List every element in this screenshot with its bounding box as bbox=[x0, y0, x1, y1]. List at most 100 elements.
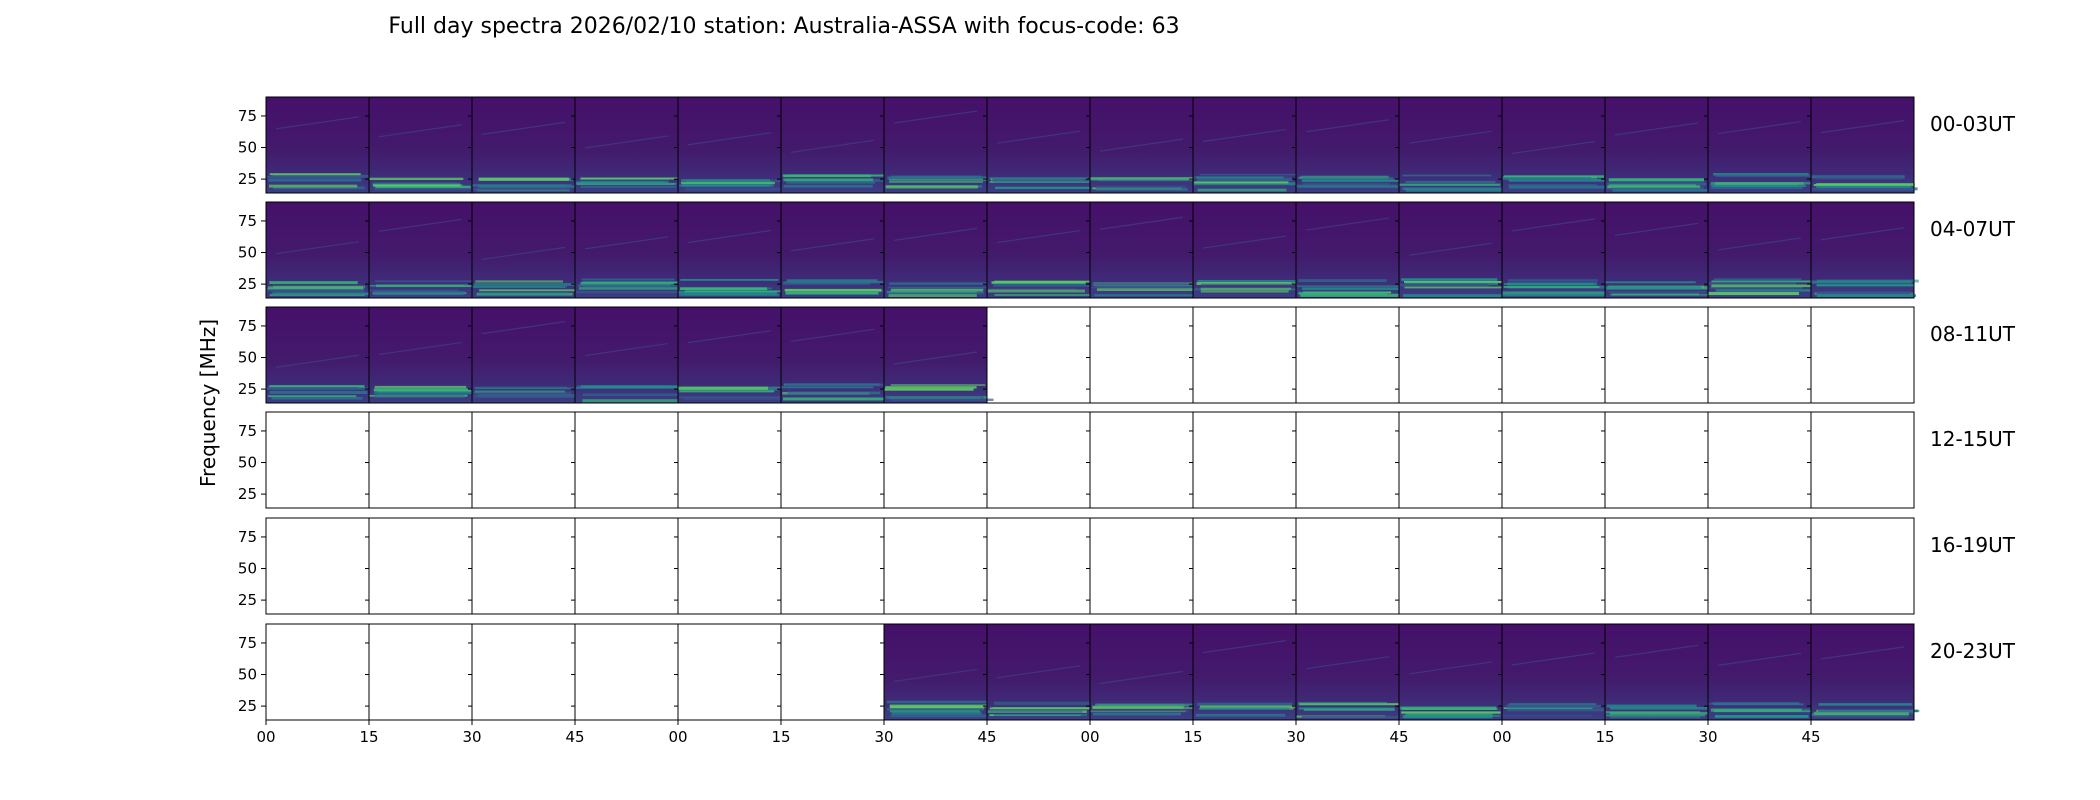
spectrum-band bbox=[1712, 184, 1806, 188]
row-label: 20-23UT bbox=[1930, 639, 2016, 663]
spectrum-cell bbox=[1399, 97, 1502, 193]
spectrum-band bbox=[1197, 188, 1287, 192]
spectrum-band bbox=[576, 181, 665, 184]
spectrum-band bbox=[1302, 182, 1391, 185]
spectrum-cell-frame bbox=[677, 623, 782, 721]
row-label: 12-15UT bbox=[1930, 427, 2016, 451]
spectrum-band bbox=[994, 280, 1091, 283]
spectrum-band bbox=[1710, 182, 1811, 185]
spectrum-band bbox=[1507, 708, 1604, 712]
spectrum-cell-frame bbox=[1604, 411, 1709, 509]
row-label: 16-19UT bbox=[1930, 533, 2016, 557]
spectrum-cell-frame bbox=[1089, 517, 1194, 615]
spectrum-band bbox=[373, 388, 472, 392]
spectrum-cell-frame bbox=[986, 411, 1091, 509]
spectrum-band bbox=[1814, 711, 1909, 716]
spectrum-band bbox=[1092, 705, 1184, 709]
spectrum-streak bbox=[687, 132, 772, 146]
spectrum-band bbox=[1402, 715, 1493, 718]
spectrum-band bbox=[1708, 282, 1796, 285]
x-tick-label: 00 bbox=[256, 728, 275, 746]
x-tick-label: 15 bbox=[1183, 728, 1202, 746]
spectrum-streak bbox=[893, 227, 978, 241]
spectrum-band bbox=[886, 290, 977, 294]
spectrum-band bbox=[1400, 706, 1497, 710]
spectrum-band bbox=[684, 290, 788, 293]
spectrum-cell bbox=[575, 97, 678, 193]
spectrum-cell-frame bbox=[368, 623, 473, 721]
spectrum-cell bbox=[781, 307, 884, 403]
spectrum-streak bbox=[790, 139, 875, 153]
spectrum-band bbox=[1508, 703, 1597, 705]
spectrum-band bbox=[1298, 702, 1388, 706]
spectrum-band bbox=[1403, 294, 1503, 298]
y-tick-label: 25 bbox=[238, 380, 257, 398]
spectrum-band bbox=[1405, 180, 1496, 184]
spectrum-band bbox=[1299, 185, 1400, 188]
spectrum-band bbox=[1713, 278, 1802, 282]
spectrum-band bbox=[786, 279, 878, 283]
x-tick-label: 15 bbox=[771, 728, 790, 746]
spectrum-cell-frame bbox=[883, 411, 988, 509]
y-tick-label: 75 bbox=[238, 528, 257, 546]
spectrum-band bbox=[678, 291, 778, 294]
spectrum-band bbox=[888, 286, 990, 289]
spectrum-band bbox=[1815, 176, 1903, 180]
spectrum-band bbox=[679, 184, 770, 187]
spectrum-streak bbox=[1408, 242, 1493, 256]
spectrum-band bbox=[1094, 294, 1196, 297]
spectrum-streak bbox=[1202, 235, 1287, 249]
spectrum-band bbox=[473, 187, 570, 191]
spectrum-band bbox=[1195, 176, 1284, 179]
spectrum-band bbox=[271, 397, 363, 400]
y-tick-label: 25 bbox=[238, 697, 257, 715]
spectrum-band bbox=[784, 384, 886, 387]
spectrum-cell bbox=[1399, 624, 1502, 720]
spectrum-cell-frame bbox=[1192, 306, 1297, 404]
spectrum-cell bbox=[1605, 624, 1708, 720]
spectrum-streak bbox=[1511, 218, 1596, 232]
spectrum-band bbox=[1811, 187, 1913, 191]
x-tick-label: 45 bbox=[1801, 728, 1820, 746]
x-tick-label: 30 bbox=[462, 728, 481, 746]
spectrum-band bbox=[1095, 185, 1186, 189]
spectrum-band bbox=[473, 283, 576, 286]
spectrum-band bbox=[268, 286, 364, 289]
spectrum-cell-frame bbox=[1707, 306, 1812, 404]
spectrum-band bbox=[1608, 184, 1697, 188]
x-tick-label: 30 bbox=[1286, 728, 1305, 746]
spectrum-band bbox=[578, 287, 682, 290]
spectrum-cell-frame bbox=[1810, 411, 1915, 509]
spectrum-band bbox=[785, 291, 879, 295]
spectrum-streak bbox=[275, 241, 360, 255]
spectrum-band bbox=[1196, 702, 1293, 706]
spectrum-streak bbox=[1717, 237, 1802, 251]
spectrum-band bbox=[783, 184, 873, 188]
spectrum-streak bbox=[1305, 217, 1390, 231]
spectrum-band bbox=[890, 288, 984, 292]
spectrum-band bbox=[369, 284, 465, 287]
spectrum-band bbox=[889, 709, 980, 713]
spectrum-band bbox=[891, 711, 982, 715]
spectrum-streak bbox=[1511, 140, 1596, 155]
spectrum-band bbox=[987, 289, 1085, 293]
spectrum-band bbox=[1401, 187, 1498, 190]
spectrum-streak bbox=[1820, 227, 1905, 241]
x-tick-label: 45 bbox=[1389, 728, 1408, 746]
spectrum-band bbox=[993, 701, 1097, 705]
x-tick-label: 00 bbox=[1492, 728, 1511, 746]
spectrum-band bbox=[1399, 183, 1501, 186]
spectrum-streak bbox=[687, 330, 772, 344]
spectrum-band bbox=[1609, 712, 1712, 715]
spectrum-streak bbox=[1202, 128, 1287, 143]
spectrum-band bbox=[1504, 283, 1594, 286]
spectrum-band bbox=[581, 385, 678, 388]
spectrum-cell-frame bbox=[1501, 306, 1606, 404]
spectrum-band bbox=[994, 186, 1092, 190]
spectrum-band bbox=[890, 384, 986, 386]
spectrum-band bbox=[373, 291, 465, 294]
spectrum-band bbox=[1502, 177, 1591, 181]
spectrum-band bbox=[1399, 283, 1489, 287]
spectrum-band bbox=[1296, 285, 1399, 288]
